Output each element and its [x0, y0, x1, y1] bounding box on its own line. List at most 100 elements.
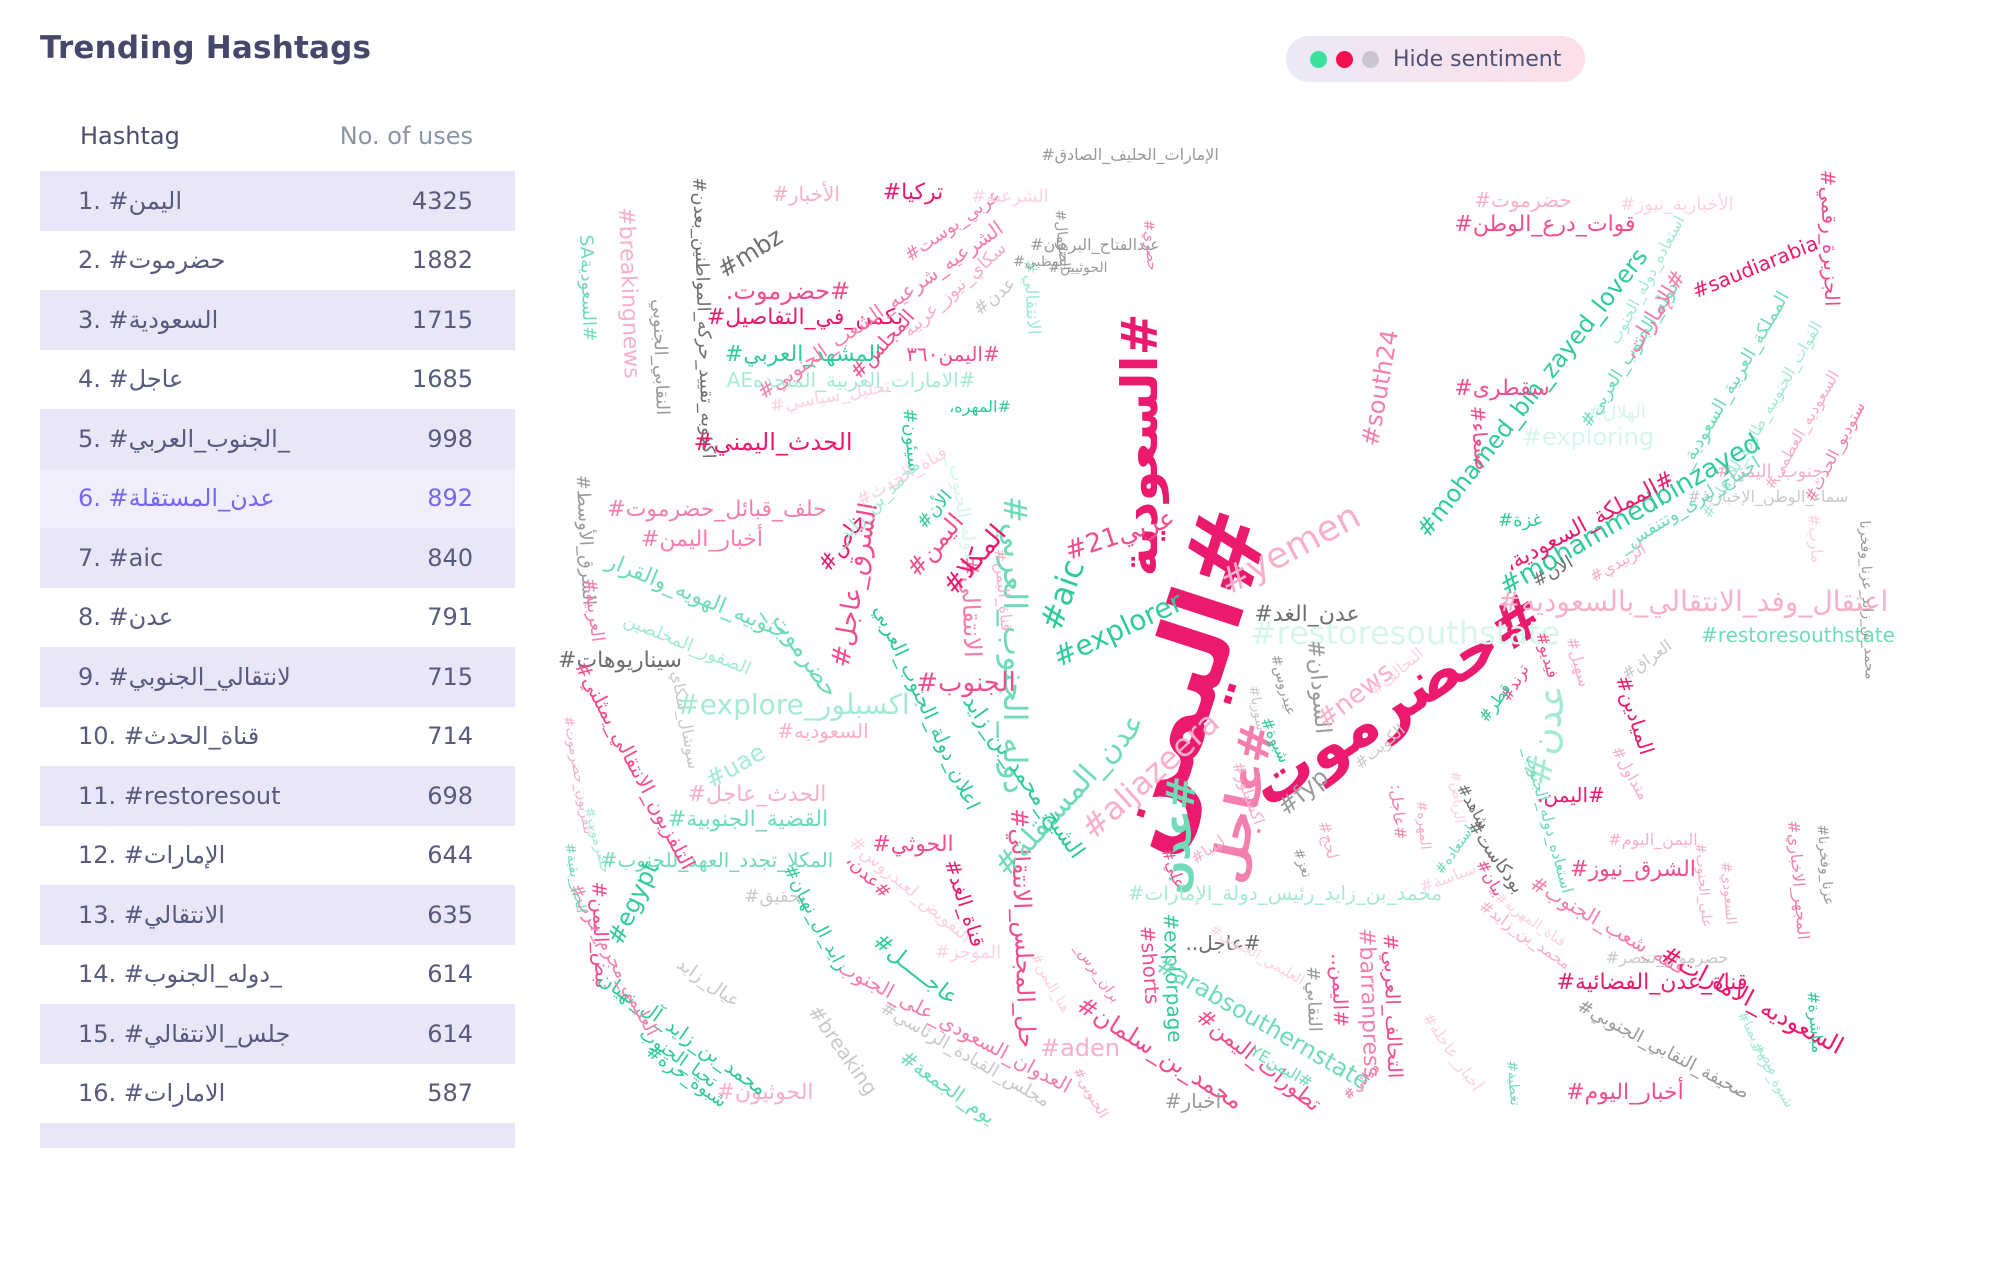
cloud-word[interactable]: #restoresouthstate	[1701, 623, 1895, 647]
cloud-word[interactable]: سيناريوهات#	[558, 648, 682, 673]
table-row[interactable]: 12. #الإمارات 644	[40, 826, 515, 886]
cloud-word[interactable]: #السعوديةSA	[575, 234, 600, 342]
cloud-word[interactable]: اليمن_اليوم#	[1608, 830, 1698, 849]
cloud-word[interactable]: أخبار_عاجلة#	[1418, 1008, 1487, 1095]
cloud-word[interactable]: عدن_الغد#	[1254, 602, 1360, 627]
table-row[interactable]: 11. #restoresout 698	[40, 766, 515, 826]
cloud-word[interactable]: عبدالفتاح_البرهان#	[1030, 235, 1160, 254]
cloud-word[interactable]: الهلال#	[1588, 402, 1646, 423]
hide-sentiment-toggle[interactable]: Hide sentiment	[1286, 36, 1586, 82]
cloud-word[interactable]: المكلا_تجدد_العهد_للجنوب#	[600, 848, 834, 872]
cloud-word[interactable]: #mbz	[712, 222, 788, 284]
cloud-word[interactable]: #عاجل:	[1386, 783, 1411, 841]
cloud-word[interactable]: اعتقال_وفد_الانتقالي_بالسعوديه#	[1497, 585, 1889, 618]
table-row[interactable]: 6. #عدن_المستقلة 892	[40, 468, 515, 528]
cloud-word[interactable]: الشرق_نيوز#	[1570, 857, 1696, 882]
cloud-word[interactable]: اخبار#	[1164, 1089, 1222, 1113]
cloud-word[interactable]: تحقيق#	[744, 886, 806, 907]
cloud-word[interactable]: حضرموت#	[1474, 188, 1572, 212]
cloud-word[interactable]: النقابي_الجنوبي	[647, 298, 674, 416]
cloud-word[interactable]: #saudiarabia	[1688, 230, 1822, 304]
cloud-word[interactable]: الموجز#	[934, 942, 1002, 963]
cloud-word[interactable]: #restoresouthstate	[1249, 614, 1561, 652]
cloud-word[interactable]: محمد_بن_زايد_عزنا_وفخرنا	[1856, 520, 1878, 680]
cloud-word[interactable]: #المهره،	[949, 397, 1011, 416]
cloud-word[interactable]: حصري#	[1139, 218, 1161, 272]
cloud-word[interactable]: على_الجنوب#	[1691, 841, 1715, 929]
cloud-word[interactable]: #حضرموت.	[725, 277, 851, 305]
cloud-word[interactable]: محمد_بن_زايد_رئيس_دولة_الإمارات#	[1127, 881, 1443, 905]
cloud-word[interactable]: الخبر_بقية#	[560, 841, 590, 915]
cloud-word[interactable]: السعودي#	[1717, 860, 1739, 926]
table-row[interactable]: 3. #السعودية 1715	[40, 290, 515, 350]
cloud-word[interactable]: أخبار_اليمن#	[640, 527, 764, 552]
cloud-word[interactable]: أخبار_اليوم#	[1566, 1080, 1684, 1105]
table-row[interactable]: 14. #دوله_الجنوب_ 614	[40, 945, 515, 1005]
cloud-word[interactable]: صنعاء#	[1465, 404, 1495, 472]
table-row-partial[interactable]	[40, 1123, 515, 1148]
cloud-word[interactable]: الحوثي#	[872, 832, 954, 857]
cloud-word[interactable]: تعز#	[1289, 846, 1315, 880]
cloud-word[interactable]: الأخبارية_نيوز#	[1620, 194, 1734, 215]
cloud-word[interactable]: سهيل#	[1562, 634, 1595, 690]
table-row[interactable]: 15. #جلس_الانتقالي 614	[40, 1004, 515, 1064]
cloud-word[interactable]: الجزيرة_رقمي#	[1815, 169, 1845, 307]
cloud-word[interactable]: الحدث_عاجل#	[687, 782, 827, 807]
cloud-word[interactable]: الحدث_اليمني#	[693, 428, 853, 456]
cloud-word[interactable]: #exploring	[1521, 423, 1655, 451]
table-row[interactable]: 9. #لانتقالي_الجنوبي 715	[40, 647, 515, 707]
cloud-word[interactable]: غزة#	[1498, 510, 1542, 531]
cloud-word[interactable]: الجنوب#	[916, 668, 1016, 698]
cloud-word[interactable]: اكسبلور_explore#	[676, 688, 910, 721]
table-row[interactable]: 2. #حضرموت 1882	[40, 231, 515, 291]
cloud-word[interactable]: #breaking	[803, 1000, 883, 1100]
table-row[interactable]: 5. #الجنوب_العربي_ 998	[40, 409, 515, 469]
cloud-word[interactable]: الحوثيون#	[716, 1080, 814, 1105]
cloud-word[interactable]: التحالف_العربي#	[1378, 933, 1408, 1079]
cloud-word[interactable]: تغطية#	[1503, 1059, 1523, 1107]
cloud-word[interactable]: حضرموت_تنتصر#	[1605, 948, 1729, 967]
cloud-word[interactable]: الإمارات_الحليف_الصادق#	[1041, 145, 1219, 164]
table-row[interactable]: 8. #عدن 791	[40, 588, 515, 648]
cloud-word[interactable]: نكمن_في_التفاصيل#	[706, 305, 904, 330]
cloud-word[interactable]: المجهر_الاخباري#	[1783, 819, 1814, 941]
cloud-word[interactable]: #south24	[1355, 327, 1405, 449]
cloud-word[interactable]: قناة_عدن_الفضائية#	[1556, 970, 1748, 995]
cloud-word[interactable]: #barranpress	[1353, 927, 1384, 1079]
cloud-word[interactable]: جنوب_اليمن#	[1716, 461, 1824, 482]
cloud-word[interactable]: #اليمن..	[1326, 952, 1354, 1028]
cloud-word[interactable]: مارب#	[1803, 512, 1828, 564]
cloud-word[interactable]: الشرعية#	[971, 186, 1049, 207]
cloud-word[interactable]: زايد_ال_نهيان#	[778, 861, 853, 975]
cloud-word[interactable]: الجنوبي#	[1069, 1064, 1111, 1122]
cloud-word[interactable]: سقطرى#	[1454, 376, 1550, 401]
cloud-word[interactable]: الحوثيين#	[1048, 260, 1108, 276]
cloud-word[interactable]: #aic	[1031, 554, 1093, 636]
cloud-word[interactable]: #عاجل..	[1185, 931, 1261, 955]
cloud-word[interactable]: #aden	[1039, 1034, 1121, 1062]
table-row[interactable]: 4. #عاجل 1685	[40, 350, 515, 410]
cloud-word[interactable]: القضية_الجنوبية#	[667, 807, 829, 832]
cloud-word[interactable]: مباشرة#	[1803, 990, 1828, 1054]
cloud-word[interactable]: عيدروس#	[1267, 652, 1299, 718]
table-row[interactable]: 7. #aic 840	[40, 528, 515, 588]
table-row[interactable]: 10. #قناة_الحدث 714	[40, 707, 515, 767]
cloud-word[interactable]: اكذوبه_تقييد_حركه_المواطنين_بعدن#	[688, 176, 719, 460]
cloud-word[interactable]: السعوديه#	[777, 719, 869, 743]
cloud-word[interactable]: بران_برس_	[1070, 940, 1124, 1006]
cloud-word[interactable]: المهره#	[1412, 799, 1434, 851]
cloud-word[interactable]: الانتقالي#	[1019, 258, 1044, 336]
cloud-word[interactable]: سماء_الوطن_الإخبارية#	[1687, 487, 1849, 506]
cloud-word[interactable]: لحج#	[1314, 818, 1343, 862]
cloud-word[interactable]: #الامارات_العربية_المتحدهAE	[726, 368, 976, 392]
cloud-word[interactable]: المشهد_العربي#	[724, 342, 882, 367]
cloud-word[interactable]: حلف_قبائل_حضرموت#	[607, 497, 827, 522]
table-row[interactable]: 13. #الانتقالي 635	[40, 885, 515, 945]
cloud-word[interactable]: #breakingnews	[613, 206, 644, 380]
cloud-word[interactable]: تركيا#	[882, 180, 944, 205]
cloud-word[interactable]: أبوظبي#	[1013, 254, 1067, 270]
table-row[interactable]: 1. #اليمن 4325	[40, 171, 515, 231]
cloud-word[interactable]: الرياض#	[1446, 770, 1468, 824]
cloud-word[interactable]: عيال_زايد	[672, 953, 744, 1012]
cloud-word[interactable]: #اليمن.	[1537, 783, 1605, 807]
